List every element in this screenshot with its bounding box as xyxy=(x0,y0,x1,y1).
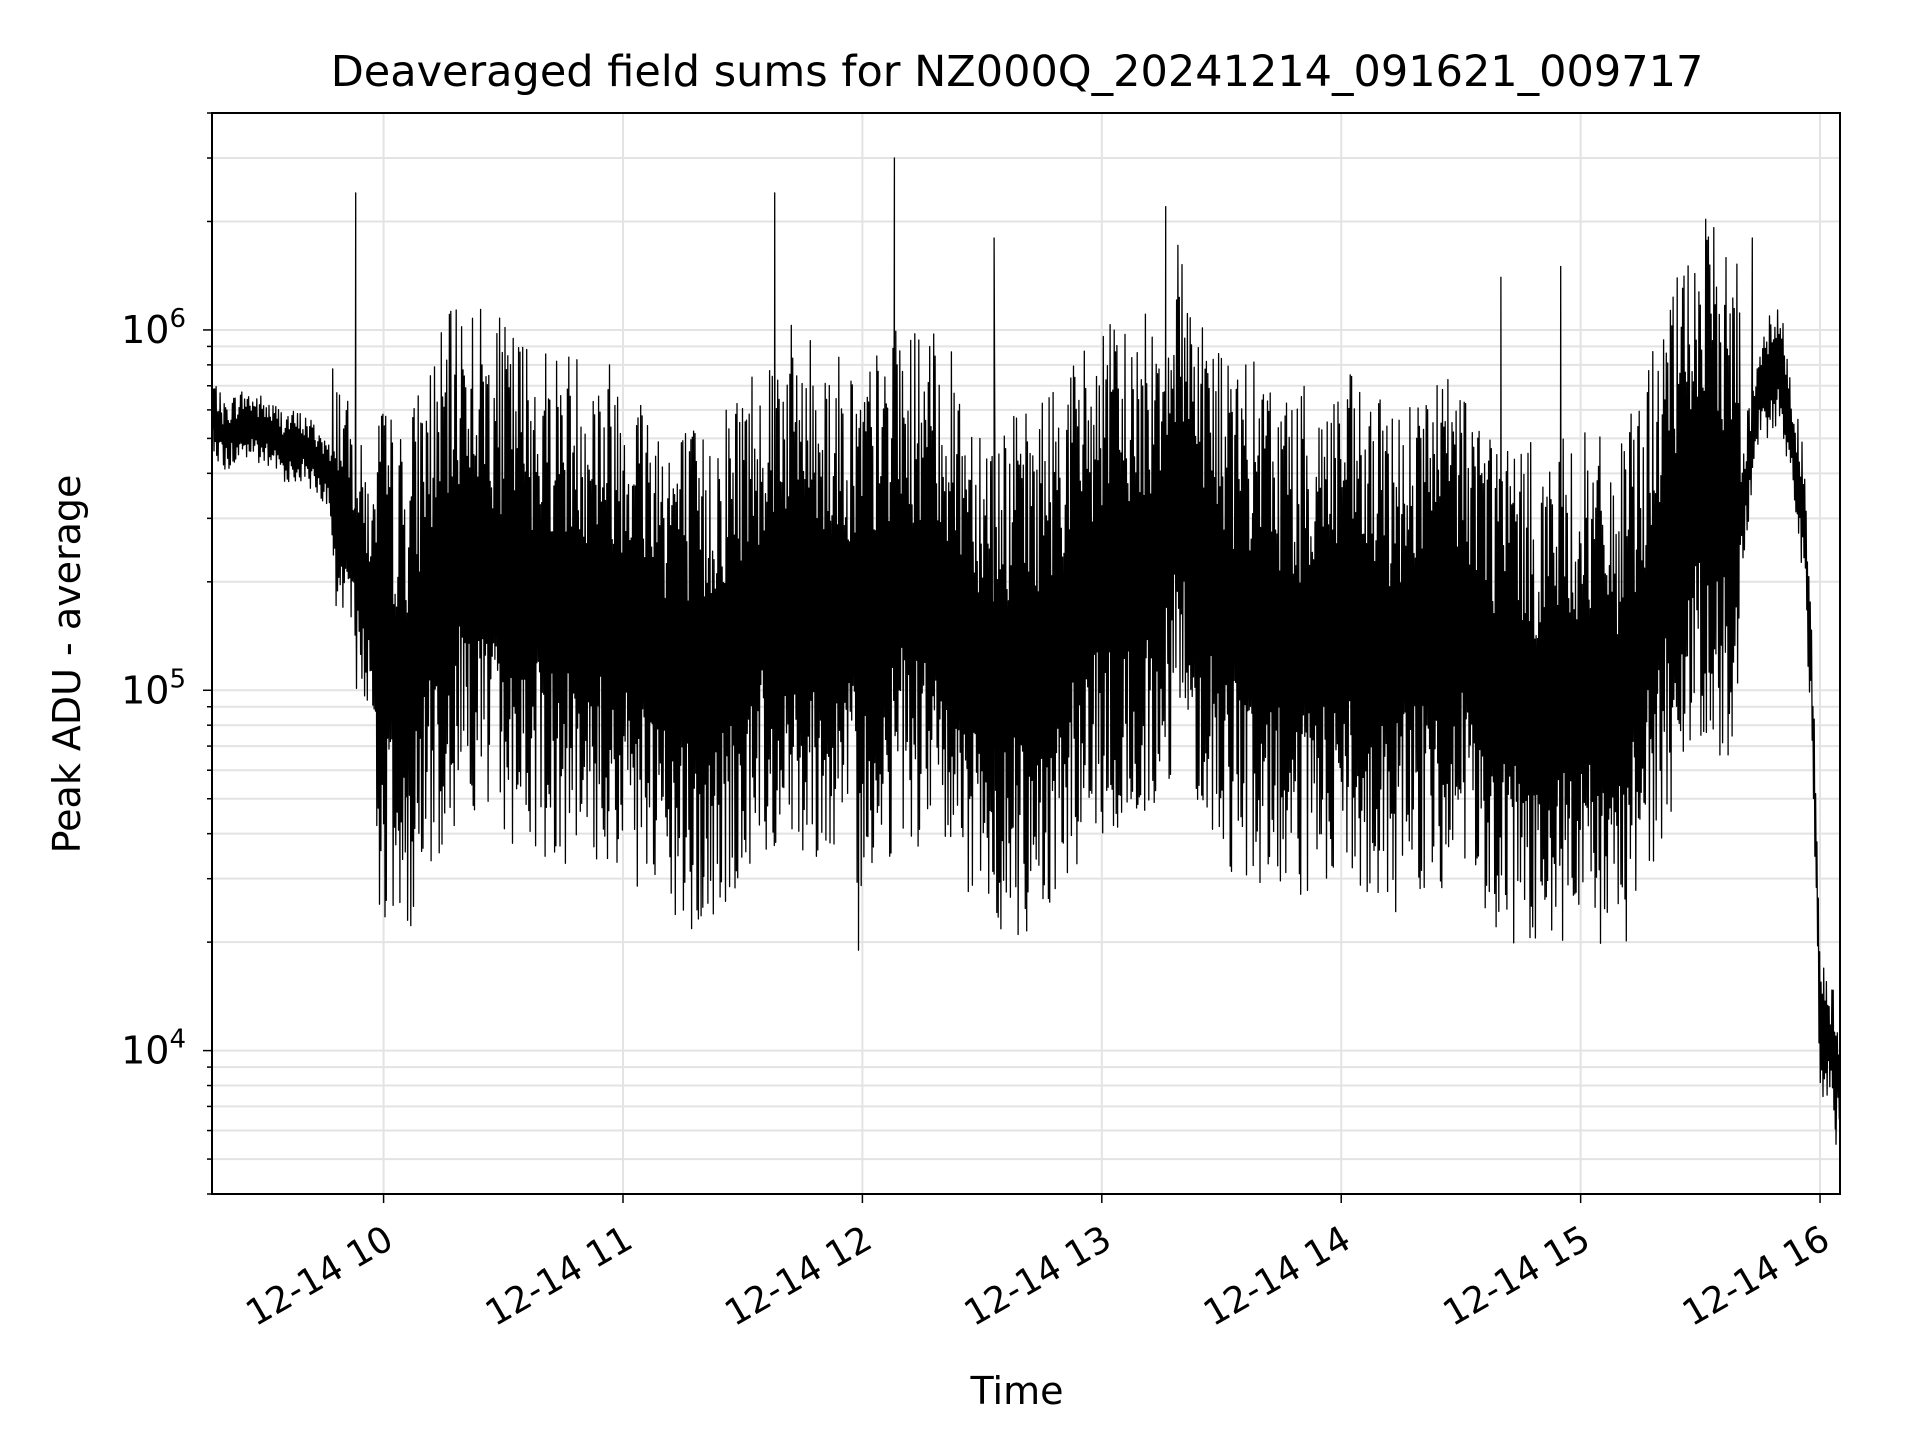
y-axis-label: Peak ADU - average xyxy=(45,475,89,854)
y-tick-label: 105 xyxy=(121,664,186,712)
x-axis-label: Time xyxy=(970,1369,1064,1413)
x-tick-label: 12-14 12 xyxy=(718,1218,879,1334)
chart-title: Deaveraged field sums for NZ000Q_2024121… xyxy=(331,47,1704,97)
plot-frame xyxy=(211,112,1841,1195)
x-axis: 12-14 10 12-14 11 12-14 12 12-14 13 12-14 14… xyxy=(239,1194,1837,1335)
y-axis: 104 105 106 xyxy=(121,112,212,1195)
x-tick-label: 12-14 10 xyxy=(239,1218,400,1334)
x-tick-label: 12-14 16 xyxy=(1676,1218,1837,1334)
x-tick-label: 12-14 13 xyxy=(958,1218,1119,1334)
x-tick-label: 12-14 11 xyxy=(479,1218,640,1334)
x-tick-label: 12-14 15 xyxy=(1436,1218,1597,1334)
x-tick-label: 12-14 14 xyxy=(1197,1218,1358,1334)
y-tick-label: 106 xyxy=(121,304,186,352)
series-path xyxy=(211,157,1841,1145)
data-series-line xyxy=(211,157,1841,1145)
y-tick-label: 104 xyxy=(121,1025,186,1073)
